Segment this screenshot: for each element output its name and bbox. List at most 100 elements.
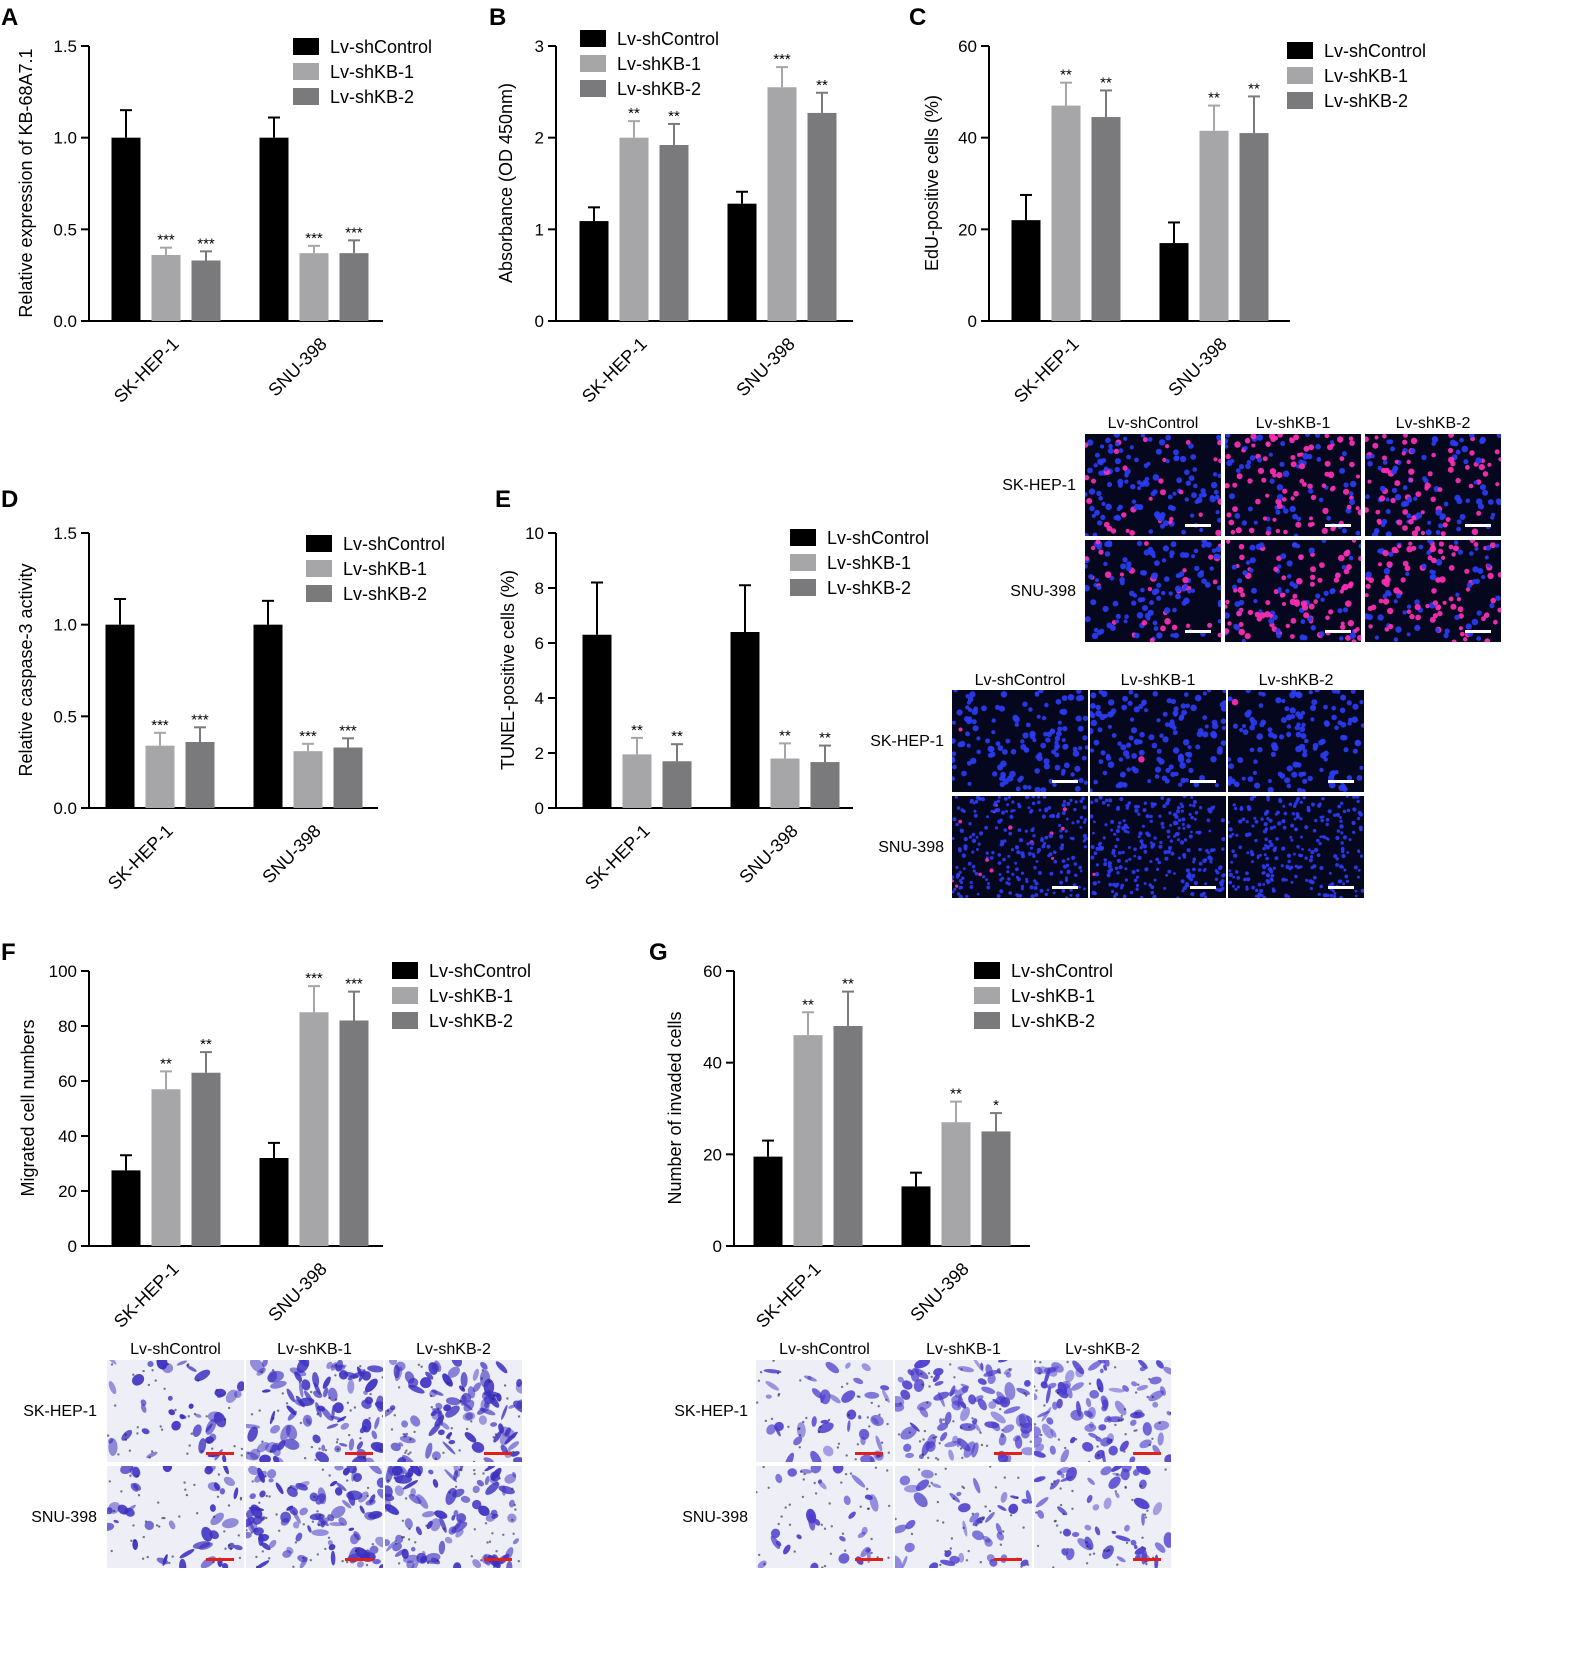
nucleus [1454, 614, 1460, 621]
y-tick-label: 1 [535, 220, 544, 239]
pore [454, 1485, 458, 1489]
stained-cell [339, 1443, 348, 1447]
nucleus [1381, 518, 1388, 525]
nucleus [1350, 480, 1357, 488]
pore [985, 1444, 989, 1448]
bar [299, 253, 329, 321]
nucleus [1310, 521, 1315, 527]
micrograph-row-label: SK-HEP-1 [1002, 477, 1076, 494]
pore [820, 1523, 823, 1527]
nucleus [1217, 517, 1221, 523]
pore [949, 1363, 952, 1366]
nucleus [1056, 730, 1062, 737]
nucleus [1182, 568, 1187, 573]
nucleus [1486, 563, 1491, 568]
stained-cell [997, 1505, 1007, 1511]
pore [397, 1562, 401, 1565]
nucleus [1036, 714, 1041, 719]
stained-cell [323, 1387, 329, 1398]
stained-cell [1071, 1382, 1084, 1391]
pore [229, 1547, 233, 1551]
pore [511, 1518, 514, 1522]
nucleus [1213, 489, 1219, 495]
pore [1145, 1562, 1148, 1566]
nucleus [1133, 854, 1137, 858]
nucleus [1220, 740, 1226, 746]
nucleus [1418, 544, 1424, 550]
nucleus [1320, 597, 1325, 602]
pore [128, 1449, 132, 1452]
nucleus [1014, 722, 1019, 727]
nucleus [963, 867, 966, 870]
nucleus [1253, 816, 1257, 820]
nucleus [1202, 858, 1207, 863]
nucleus [1410, 448, 1416, 454]
pore [1114, 1490, 1118, 1493]
pore [923, 1429, 927, 1433]
stained-cell [107, 1501, 121, 1514]
nucleus [1429, 573, 1437, 581]
pore [763, 1562, 766, 1566]
stained-cell [1115, 1492, 1120, 1499]
nucleus [1098, 470, 1104, 476]
nucleus [1309, 855, 1314, 859]
nucleus [1078, 746, 1083, 751]
nucleus [1201, 578, 1207, 584]
nucleus [1384, 574, 1390, 580]
nucleus [1055, 699, 1062, 705]
nucleus [1365, 593, 1369, 598]
pore [1035, 1511, 1038, 1514]
pore [802, 1420, 805, 1424]
nucleus [1154, 560, 1160, 566]
nucleus [1225, 453, 1231, 460]
nucleus [1324, 434, 1330, 439]
stained-cell [385, 1504, 400, 1515]
nucleus [1066, 801, 1071, 806]
nucleus [1129, 445, 1134, 450]
nucleus [1181, 822, 1185, 827]
nucleus [1192, 857, 1197, 862]
stained-cell [222, 1454, 227, 1462]
pore [217, 1473, 221, 1476]
pore [317, 1523, 321, 1527]
nucleus [1042, 796, 1047, 799]
nucleus [1329, 588, 1336, 595]
nucleus [1232, 506, 1238, 512]
nucleus [1341, 451, 1347, 457]
pore [341, 1559, 344, 1563]
nucleus [1225, 438, 1229, 444]
nucleus [1463, 637, 1468, 642]
nucleus [1228, 880, 1233, 885]
nucleus [1272, 614, 1278, 621]
nucleus [973, 813, 978, 818]
stained-cell [484, 1402, 490, 1408]
category-label: SK-HEP-1 [110, 1259, 183, 1332]
nucleus [1139, 839, 1144, 844]
nucleus [1448, 596, 1454, 602]
stained-cell [998, 1434, 1007, 1446]
pore [1039, 1361, 1042, 1364]
pore [186, 1452, 189, 1455]
nucleus [1057, 726, 1063, 732]
stained-cell [351, 1467, 357, 1482]
nucleus [1471, 528, 1479, 536]
stained-cell [389, 1405, 396, 1411]
pore [877, 1405, 880, 1408]
nucleus [972, 801, 976, 805]
nucleus [1236, 611, 1242, 617]
stained-cell [334, 1466, 344, 1471]
nucleus [1243, 877, 1247, 882]
nucleus [1182, 853, 1187, 858]
nucleus [1221, 886, 1225, 891]
nucleus [1390, 446, 1396, 452]
pore [918, 1440, 922, 1443]
nucleus [1107, 861, 1112, 866]
nucleus [969, 880, 973, 885]
bar [767, 87, 797, 321]
stained-cell [351, 1455, 367, 1462]
nucleus [1402, 560, 1409, 567]
stained-cell [444, 1469, 458, 1483]
micrograph-column-label: Lv-shKB-1 [277, 1341, 352, 1358]
nucleus [1011, 872, 1015, 876]
nucleus [1149, 637, 1155, 642]
